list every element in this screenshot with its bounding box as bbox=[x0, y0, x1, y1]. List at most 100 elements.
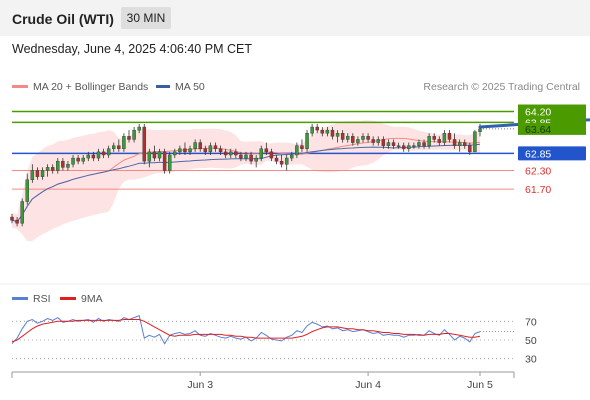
candle-body bbox=[249, 154, 253, 162]
candle-body bbox=[193, 142, 197, 149]
candle-body bbox=[371, 139, 375, 143]
candle-body bbox=[213, 145, 218, 149]
price-level-lines bbox=[12, 110, 514, 190]
candle-body bbox=[86, 154, 91, 159]
candle-body bbox=[346, 136, 350, 140]
candle-body bbox=[234, 151, 238, 156]
legend-swatch-ma50 bbox=[156, 85, 170, 88]
candle-body bbox=[198, 142, 202, 149]
candle-body bbox=[437, 139, 442, 143]
candle-body bbox=[279, 160, 284, 165]
time-axis-label-Jun-3: Jun 3 bbox=[187, 379, 213, 391]
candle-body bbox=[325, 129, 330, 134]
candle-body bbox=[386, 142, 391, 146]
price-legend: MA 20 + Bollinger Bands MA 50 bbox=[12, 81, 205, 93]
candle-body bbox=[117, 145, 121, 149]
candle-body bbox=[274, 157, 279, 162]
candle-body bbox=[361, 136, 365, 140]
candle-body bbox=[473, 131, 477, 153]
level-label-62.85: 62.85 bbox=[525, 148, 551, 160]
rsi-level-label-50: 50 bbox=[525, 335, 537, 347]
candle-body bbox=[300, 145, 304, 149]
level-label-61.70: 61.70 bbox=[525, 184, 551, 196]
candle-body bbox=[310, 126, 314, 134]
rsi-legend: RSI 9MA bbox=[12, 293, 103, 305]
level-label-63.64: 63.64 bbox=[525, 124, 551, 136]
rsi-ma-line bbox=[11, 319, 481, 343]
time-axis-label-Jun-4: Jun 4 bbox=[355, 379, 381, 391]
candle-body bbox=[335, 133, 340, 137]
bollinger-band-area bbox=[12, 120, 480, 242]
candle-body bbox=[244, 154, 248, 159]
candle-body bbox=[447, 133, 452, 140]
candle-body bbox=[81, 157, 85, 162]
candle-body bbox=[50, 167, 55, 171]
legend-swatch-rsi-ma bbox=[60, 297, 76, 300]
candle-body bbox=[381, 139, 386, 146]
level-label-bg-62.85 bbox=[518, 146, 586, 161]
candle-body bbox=[147, 151, 152, 162]
candle-body bbox=[452, 139, 457, 146]
timeframe-badge[interactable] bbox=[121, 7, 171, 29]
candle-body bbox=[96, 151, 101, 159]
candle-body bbox=[376, 139, 380, 143]
timeframe-label[interactable]: 30 MIN bbox=[127, 11, 166, 25]
candle-body bbox=[401, 145, 406, 149]
candle-body bbox=[264, 148, 269, 153]
candle-body bbox=[463, 142, 467, 146]
candle-body bbox=[391, 142, 396, 146]
candle-body bbox=[351, 136, 355, 143]
candle-body bbox=[101, 151, 106, 156]
candle-body bbox=[35, 170, 40, 177]
candle-body bbox=[223, 151, 228, 156]
candle-body bbox=[254, 157, 258, 162]
candle-body bbox=[218, 148, 223, 153]
time-axis-label-Jun-5: Jun 5 bbox=[467, 379, 493, 391]
candle-body bbox=[142, 126, 146, 162]
candle-body bbox=[432, 136, 436, 140]
candle-body bbox=[152, 151, 157, 159]
candle-body bbox=[66, 164, 70, 168]
candle-body bbox=[340, 133, 345, 140]
candle-body bbox=[366, 136, 370, 140]
candle-body bbox=[127, 136, 131, 140]
candle-body bbox=[290, 154, 294, 159]
candle-body bbox=[91, 154, 96, 159]
candle-body bbox=[132, 129, 136, 140]
candle-body bbox=[137, 126, 141, 131]
candle-body bbox=[422, 142, 426, 146]
candle-body bbox=[167, 154, 172, 171]
instrument-title: Crude Oil (WTI) bbox=[12, 11, 114, 27]
candle-body bbox=[178, 148, 182, 153]
candle-body bbox=[61, 160, 65, 168]
candle-body bbox=[295, 145, 299, 156]
candle-body bbox=[10, 216, 14, 221]
legend-label-ma20: MA 20 + Bollinger Bands bbox=[33, 81, 148, 93]
candle-body bbox=[478, 128, 482, 132]
candle-body bbox=[183, 148, 187, 153]
bollinger-band bbox=[12, 120, 480, 242]
candle-body bbox=[76, 157, 80, 162]
candle-body bbox=[457, 142, 462, 146]
time-axis-labels: Jun 3 Jun 4 Jun 5 bbox=[187, 372, 493, 391]
candle-body bbox=[396, 145, 401, 147]
rsi-level-lines: 70 50 30 bbox=[12, 316, 537, 366]
candle-body bbox=[356, 139, 360, 143]
candle-body bbox=[305, 133, 309, 149]
candle-body bbox=[330, 129, 335, 137]
candle-body bbox=[162, 151, 167, 171]
candle-body bbox=[56, 160, 60, 171]
rsi-level-label-30: 30 bbox=[525, 354, 537, 366]
candle-body bbox=[208, 145, 213, 153]
candle-body bbox=[427, 136, 431, 146]
candle-body bbox=[157, 151, 162, 159]
candle-body bbox=[442, 133, 447, 143]
candle-body bbox=[45, 167, 50, 171]
candle-body bbox=[188, 148, 192, 153]
legend-swatch-rsi bbox=[12, 297, 28, 300]
candle-body bbox=[15, 219, 19, 224]
legend-label-rsi-ma: 9MA bbox=[81, 293, 103, 305]
candlestick-series bbox=[10, 123, 482, 227]
